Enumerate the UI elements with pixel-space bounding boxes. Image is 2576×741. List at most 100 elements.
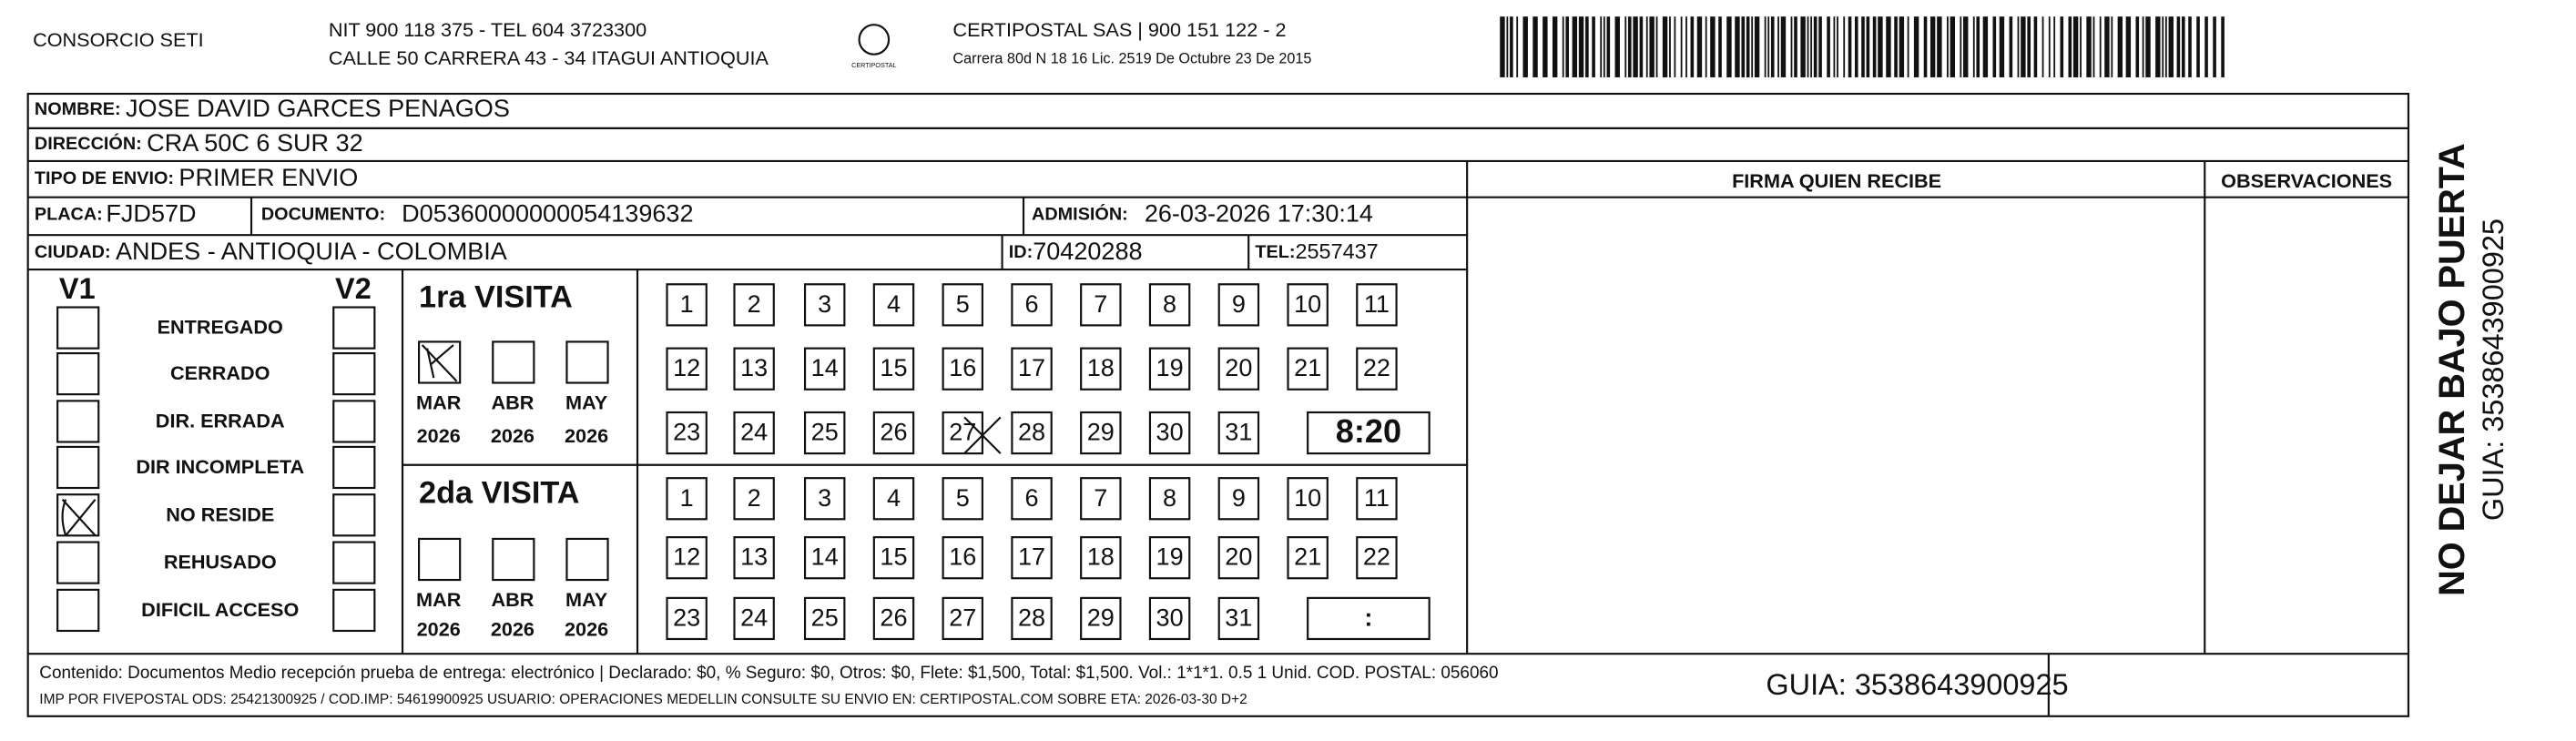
status-reason: REHUSADO (164, 551, 277, 574)
day: 27 (949, 419, 976, 446)
checkbox (56, 400, 100, 443)
day-box (942, 347, 983, 391)
barcode-bar (1726, 16, 1732, 77)
month: ABR (491, 588, 534, 611)
checkbox (332, 493, 376, 537)
barcode-bar (1754, 16, 1760, 77)
barcode-bar (1982, 16, 1989, 77)
day: 29 (1087, 604, 1115, 631)
checkbox (56, 351, 100, 396)
barcode-bar (1578, 16, 1584, 77)
day: 15 (880, 354, 907, 381)
barcode-bar (2060, 16, 2064, 77)
day: 16 (949, 543, 976, 571)
month-box (565, 537, 609, 582)
field: TIPO DE ENVIO: PRIMER ENVIO (35, 164, 358, 191)
day: 25 (811, 604, 839, 631)
barcode-bar (2181, 16, 2185, 77)
day: 14 (811, 354, 839, 381)
column-header: OBSERVACIONES (2221, 169, 2392, 192)
day-box (942, 477, 983, 521)
license: Carrera 80d N 18 16 Lic. 2519 De Octubre… (952, 50, 1311, 66)
barcode-bar (1705, 16, 1707, 77)
day-box (1356, 536, 1398, 580)
day: 4 (887, 290, 901, 318)
day-box (1011, 411, 1053, 455)
barcode-bar (1680, 16, 1683, 77)
barcode-bar (1633, 16, 1638, 77)
time-box (1307, 411, 1431, 455)
day: 13 (740, 354, 768, 381)
barcode-bar (1960, 16, 1962, 77)
month: ABR (491, 391, 534, 414)
day-box (666, 411, 708, 455)
checkbox (56, 445, 100, 490)
barcode-bar (2041, 16, 2044, 77)
handwritten-marks (61, 344, 1002, 537)
month: MAR (416, 391, 462, 414)
footer-content: Contenido: Documentos Medio recepción pr… (39, 664, 1498, 683)
day-box (803, 596, 846, 641)
barcode-bar (1662, 16, 1668, 77)
barcode-bar (1606, 16, 1611, 77)
day: 23 (673, 604, 700, 631)
barcode-bar (2092, 16, 2095, 77)
day: 22 (1363, 543, 1390, 571)
barcode-bar (2135, 16, 2140, 77)
day: 12 (673, 354, 700, 381)
month-box (417, 537, 462, 582)
barcode-bar (2104, 16, 2110, 77)
barcode-bar (1800, 16, 1806, 77)
barcode-bar (1976, 16, 1980, 77)
day: 14 (811, 543, 839, 571)
barcode-bar (1645, 16, 1648, 77)
day-box (942, 536, 983, 580)
day-box (1287, 347, 1329, 391)
barcode-bar (2099, 16, 2102, 77)
month-box (417, 340, 462, 384)
day: 6 (1025, 484, 1039, 512)
day: 11 (1364, 290, 1390, 318)
day: 10 (1294, 484, 1321, 512)
day-box (872, 477, 915, 521)
barcode-bar (1600, 16, 1603, 77)
time: : (1364, 604, 1372, 631)
day: 5 (956, 484, 970, 512)
barcode-bar (1833, 16, 1836, 77)
barcode-bar (1854, 16, 1858, 77)
barcode-bar (1913, 16, 1919, 77)
carrier: CERTIPOSTAL SAS | 900 151 122 - 2 (952, 18, 1286, 41)
day: 31 (1225, 604, 1252, 631)
barcode-bar (2086, 16, 2092, 77)
barcode-bar (1770, 16, 1775, 77)
barcode-bar (1669, 16, 1671, 77)
day-box (666, 536, 708, 580)
barcode-bar (1929, 16, 1936, 77)
month-box (565, 340, 609, 384)
barcode-bar (1614, 16, 1620, 77)
nit: NIT 900 118 375 - TEL 604 3723300 (329, 18, 647, 41)
barcode-bar (2009, 16, 2013, 77)
barcode-bar (1685, 16, 1687, 77)
day-box (1148, 283, 1191, 327)
day-box (1080, 283, 1122, 327)
barcode-bar (1562, 16, 1564, 77)
barcode-bar (2125, 16, 2132, 77)
day: 12 (673, 543, 700, 571)
year: 2026 (491, 424, 535, 447)
day-box (1356, 283, 1398, 327)
day-box (1217, 596, 1260, 641)
day-box (1011, 596, 1053, 641)
day: 18 (1087, 543, 1115, 571)
barcode-bar (1999, 16, 2005, 77)
checkbox (56, 306, 100, 350)
day: 21 (1294, 354, 1321, 381)
day: 2 (748, 290, 761, 318)
footer-imp: IMP POR FIVEPOSTAL ODS: 25421300925 / CO… (39, 692, 1247, 707)
barcode-bar (2068, 16, 2072, 77)
barcode-bar (1813, 16, 1817, 77)
barcode-bar (1532, 16, 1538, 77)
field: NOMBRE: JOSE DAVID GARCES PENAGOS (35, 95, 510, 122)
barcode-bar (1674, 16, 1676, 77)
